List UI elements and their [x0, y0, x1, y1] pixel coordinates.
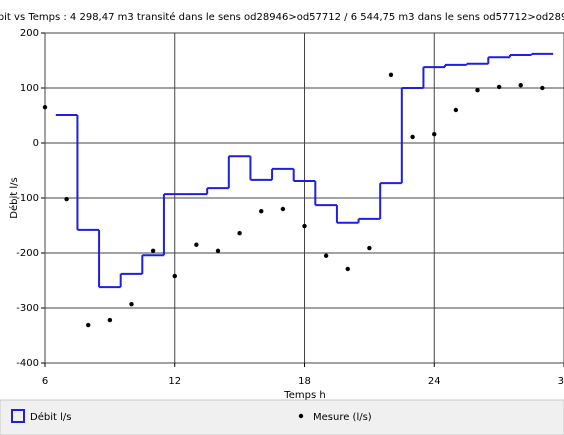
measure-point — [388, 72, 394, 78]
measure-point — [64, 196, 69, 202]
measure-point — [129, 301, 134, 307]
measure-point — [280, 206, 286, 212]
measure-point — [237, 231, 242, 236]
measure-point — [453, 107, 459, 113]
measure-point — [172, 273, 177, 279]
x-tick-label: 6 — [42, 376, 48, 387]
measure-point — [259, 209, 264, 214]
y-tick-label: -200 — [16, 248, 39, 259]
y-tick-label: -300 — [16, 303, 39, 314]
x-tick-label: 18 — [298, 376, 311, 387]
y-tick-label: -100 — [16, 193, 39, 204]
measure-point — [518, 83, 523, 88]
chart-title: Débit vs Temps : 4 298,47 m3 transité da… — [0, 11, 564, 23]
measure-point — [345, 266, 350, 272]
measure-point — [42, 105, 48, 110]
measure-point — [194, 242, 199, 247]
measure-point — [107, 317, 113, 323]
measure-point — [323, 253, 329, 258]
y-axis-title: Débit l/s — [8, 177, 20, 218]
y-tick-label: 100 — [20, 83, 39, 94]
measure-point — [367, 245, 372, 251]
measure-point — [432, 132, 437, 137]
measure-point — [150, 248, 156, 253]
legend-label: Mesure (l/s) — [313, 412, 372, 423]
y-tick-label: 200 — [20, 28, 39, 39]
y-tick-label: 0 — [33, 138, 39, 149]
measure-point — [475, 88, 480, 93]
measure-point — [215, 248, 221, 253]
measure-point — [540, 85, 545, 91]
measure-point — [410, 134, 415, 140]
legend-label: Débit l/s — [30, 411, 71, 423]
measure-point — [496, 84, 502, 90]
x-tick-label: 12 — [168, 376, 181, 387]
measure-point — [302, 223, 307, 229]
x-axis-title: Temps h — [283, 390, 325, 401]
legend-swatch — [298, 413, 304, 419]
measure-point — [86, 322, 91, 328]
x-tick-label: 24 — [428, 376, 441, 387]
legend-panel — [0, 399, 564, 435]
legend-swatch — [11, 409, 25, 423]
y-tick-label: -400 — [16, 358, 39, 369]
x-tick-label: 30 — [558, 376, 564, 387]
